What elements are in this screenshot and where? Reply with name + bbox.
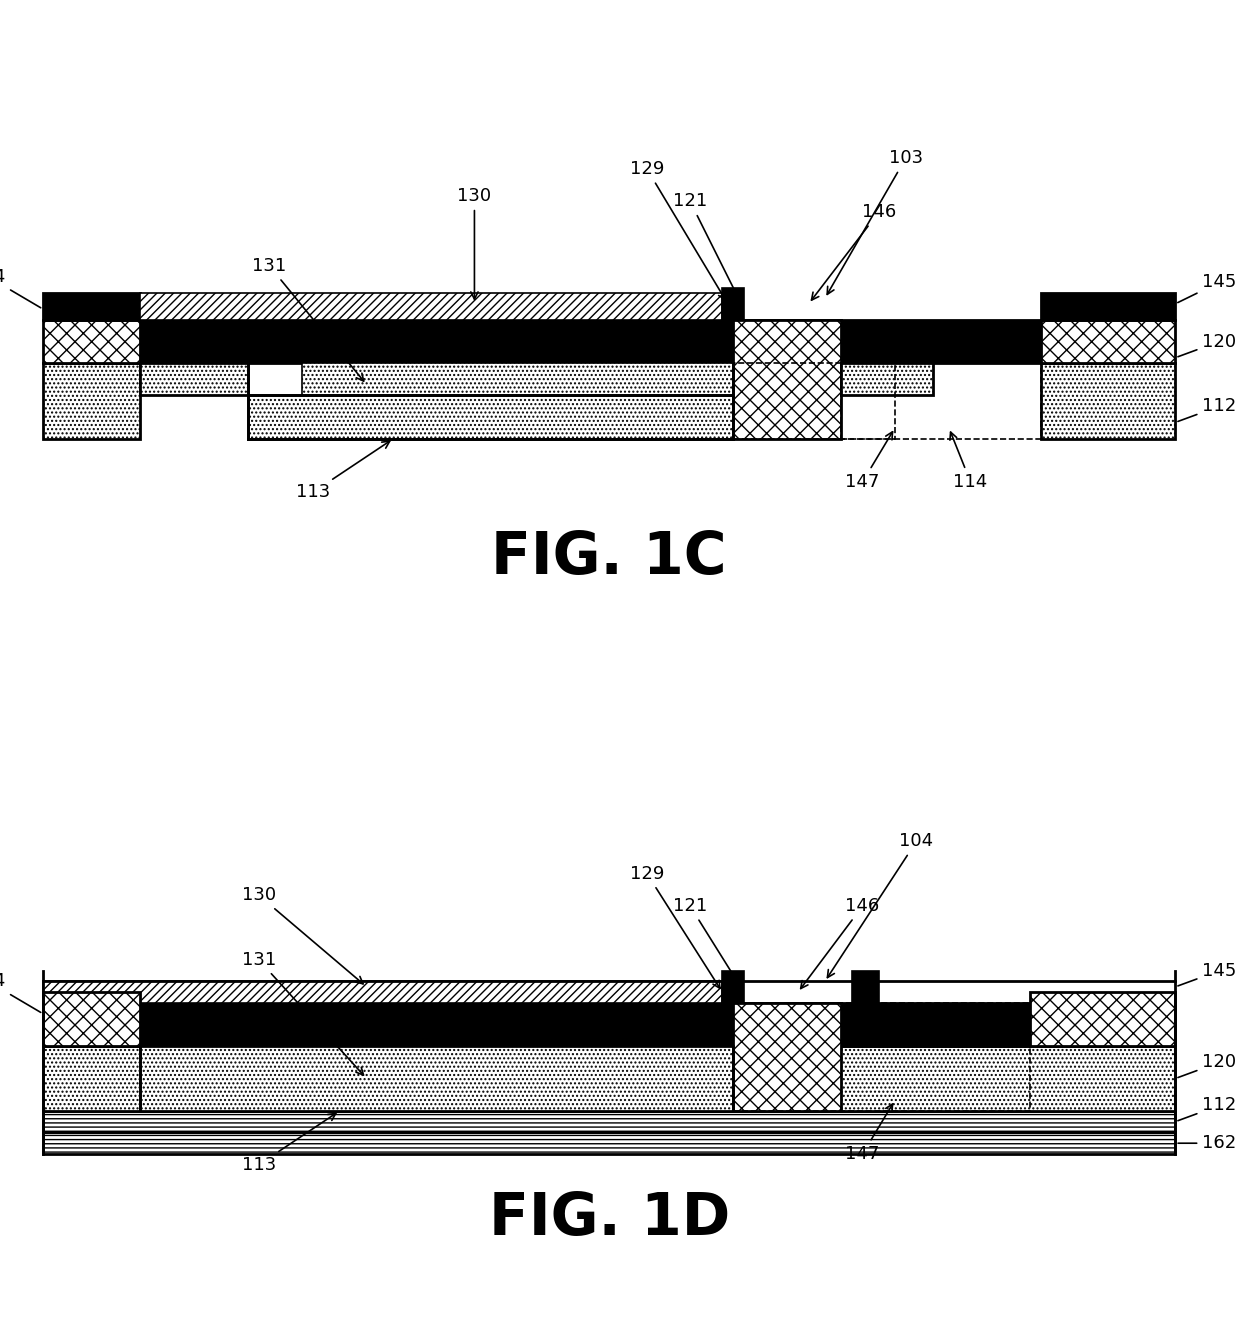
Text: 145: 145 (1178, 274, 1236, 303)
Text: 144: 144 (0, 972, 41, 1012)
Bar (733, 1003, 1029, 1111)
Bar (43, 320, 140, 363)
Text: 147: 147 (846, 431, 893, 491)
Text: FIG. 1D: FIG. 1D (489, 1191, 730, 1248)
Text: 112: 112 (1178, 1097, 1236, 1121)
Bar (841, 363, 1040, 439)
Text: 146: 146 (811, 204, 897, 300)
Bar (140, 363, 248, 396)
Text: 113: 113 (242, 1114, 336, 1174)
Bar (1040, 320, 1176, 363)
Text: 113: 113 (295, 441, 389, 501)
Bar (43, 292, 140, 320)
Bar (43, 1132, 1176, 1154)
Text: 129: 129 (630, 865, 720, 988)
Text: 121: 121 (673, 897, 742, 988)
Bar (1040, 292, 1176, 320)
Text: 145: 145 (1178, 962, 1236, 986)
Text: 131: 131 (242, 951, 363, 1076)
Bar (43, 982, 723, 1003)
Bar (248, 396, 733, 439)
Bar (140, 320, 841, 363)
Bar (43, 1111, 1176, 1132)
Text: 129: 129 (630, 160, 725, 300)
Text: 130: 130 (242, 886, 363, 984)
Text: 103: 103 (827, 149, 923, 295)
Bar (723, 287, 744, 320)
Bar (723, 971, 744, 1003)
Bar (841, 363, 932, 396)
Text: 130: 130 (458, 187, 491, 299)
Text: 121: 121 (673, 192, 742, 306)
Text: 162: 162 (1178, 1134, 1236, 1152)
Text: 131: 131 (253, 257, 363, 381)
Bar (733, 363, 895, 439)
Bar (1040, 363, 1176, 439)
Bar (1029, 992, 1176, 1046)
Text: 114: 114 (950, 433, 987, 491)
Text: FIG. 1C: FIG. 1C (491, 529, 727, 586)
Bar (43, 1003, 841, 1046)
Bar (43, 363, 140, 439)
Bar (841, 320, 1040, 363)
Bar (140, 1046, 733, 1111)
Bar (841, 1003, 1176, 1046)
Bar (43, 992, 140, 1046)
Bar (852, 971, 879, 1003)
Text: 104: 104 (827, 832, 934, 978)
Text: 112: 112 (1178, 397, 1236, 422)
Text: 144: 144 (0, 267, 41, 308)
Text: 120: 120 (1178, 1053, 1236, 1077)
Bar (733, 1003, 841, 1111)
Bar (733, 320, 841, 439)
Text: 146: 146 (801, 897, 879, 988)
Bar (301, 363, 733, 396)
Bar (140, 292, 723, 320)
Text: 147: 147 (846, 1105, 893, 1163)
Bar (43, 1046, 1176, 1111)
Text: 120: 120 (1178, 332, 1236, 357)
